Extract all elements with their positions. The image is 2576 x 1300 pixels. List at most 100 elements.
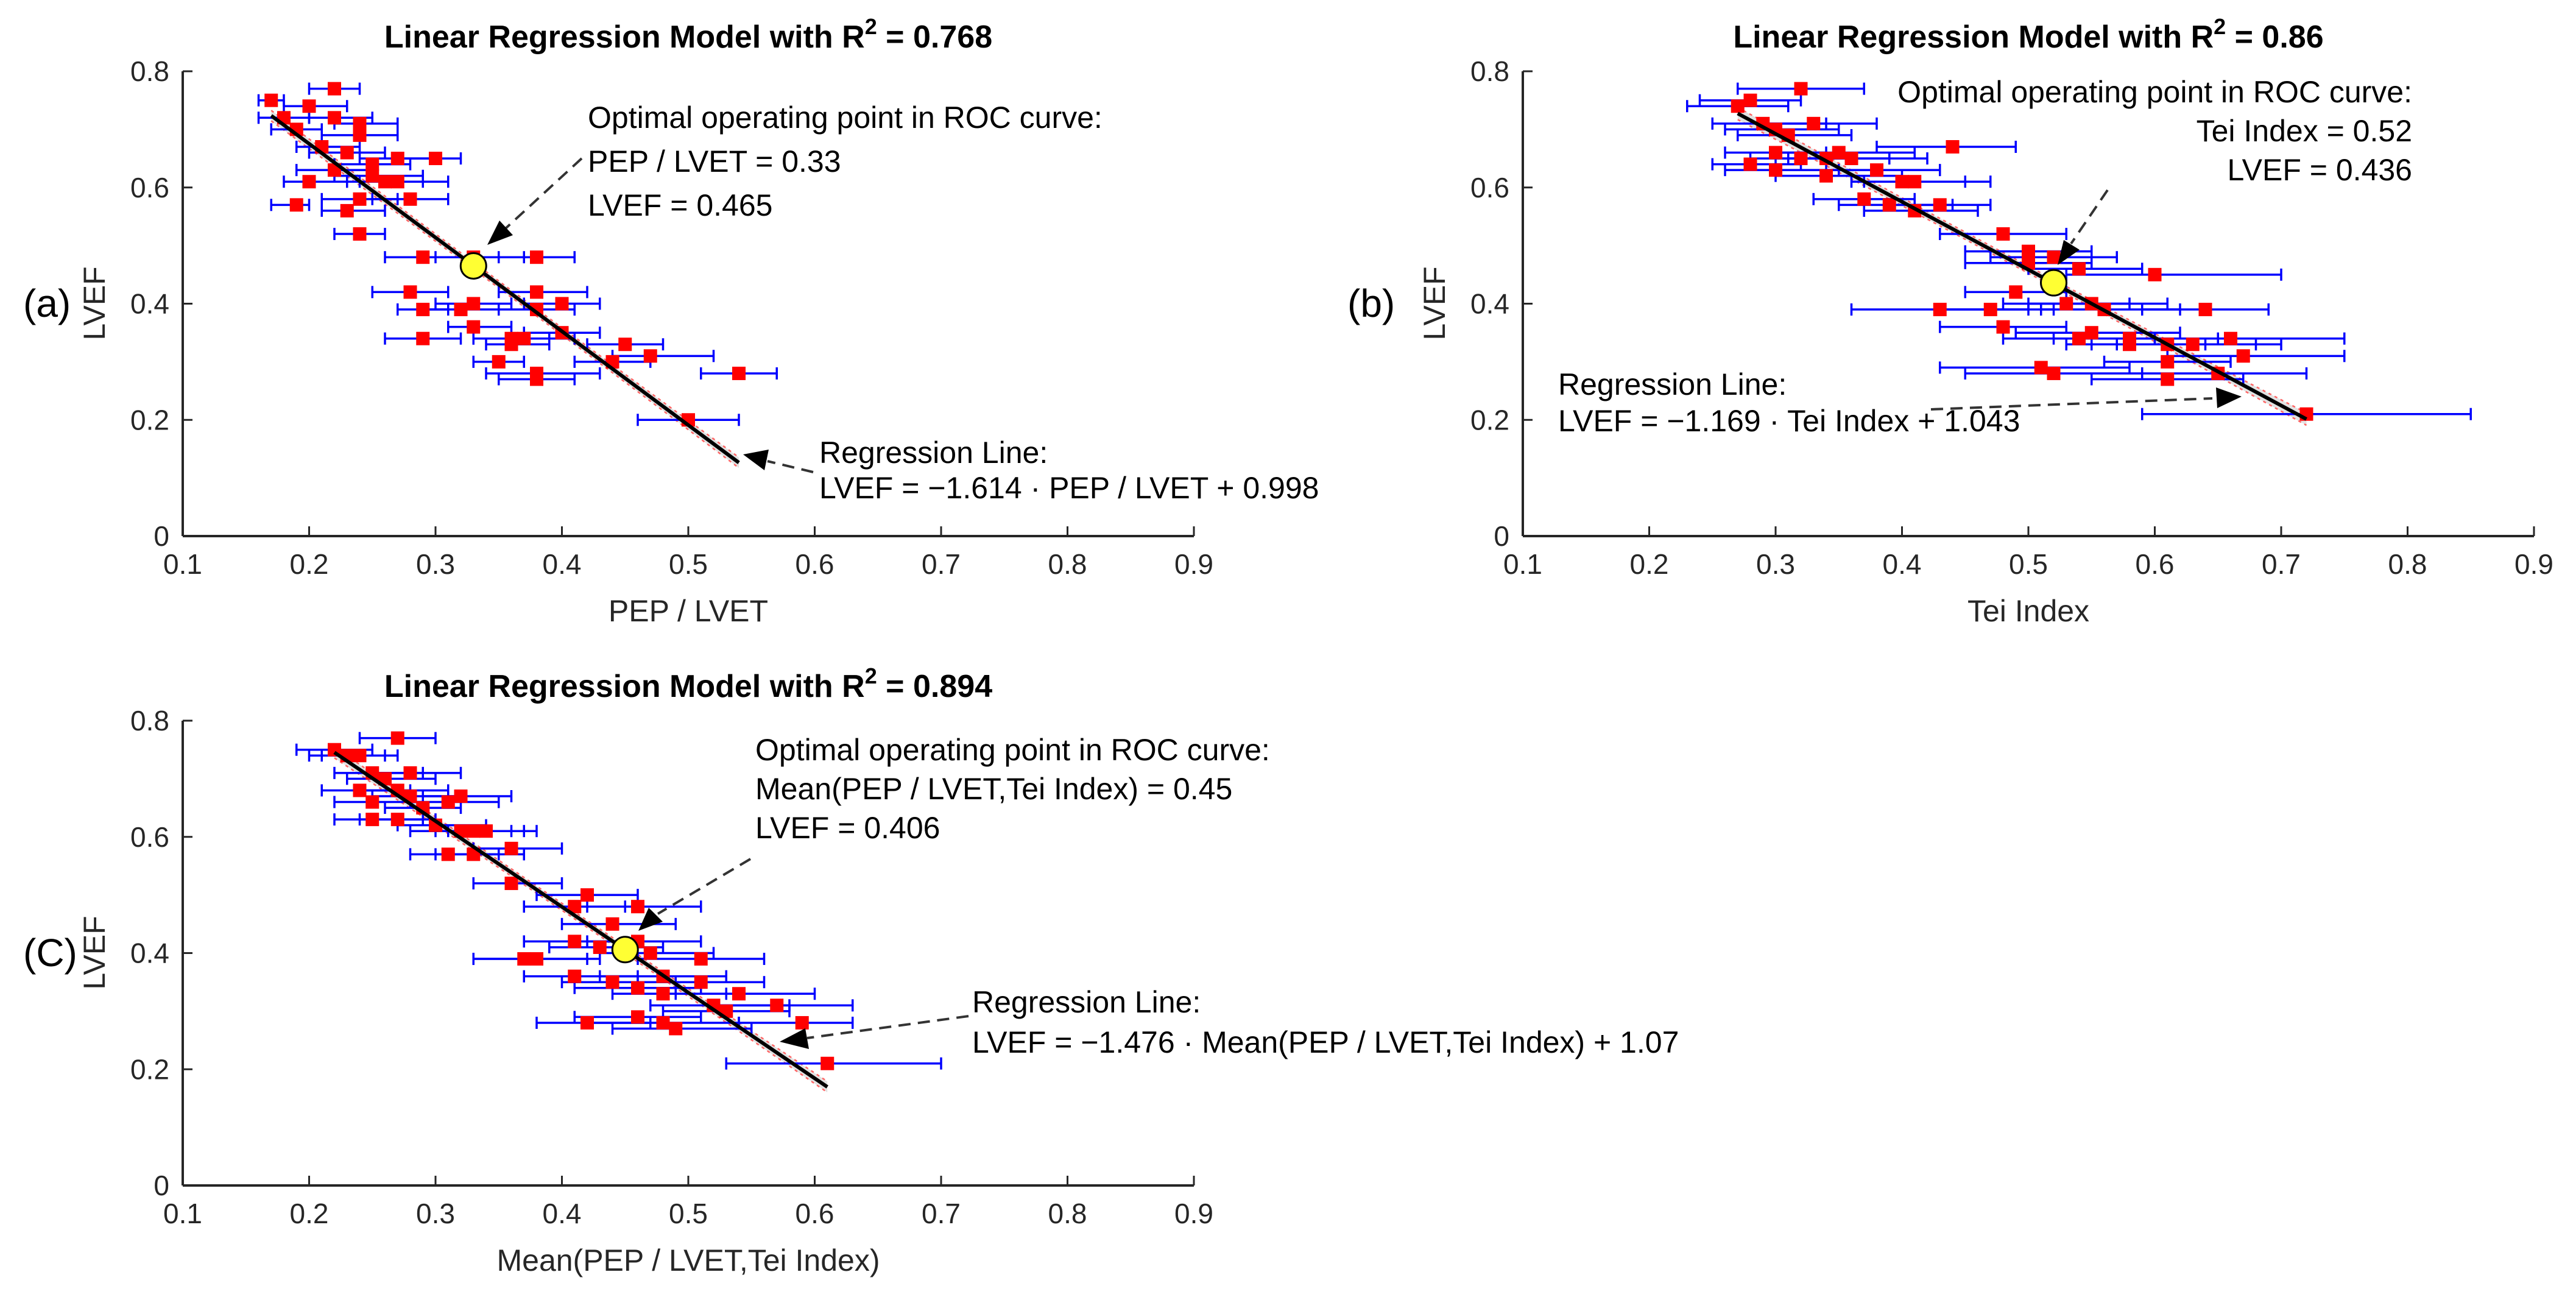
panel-c-regression-leader (806, 1015, 969, 1039)
panel-c-marker (365, 795, 379, 809)
panel-b-optimal-line-1: Optimal operating point in ROC curve: (1897, 75, 2412, 109)
panel-c-ticks (182, 719, 1195, 1187)
panel-c-marker (353, 749, 367, 763)
panel-a-y-tick-labels: 0 0.2 0.4 0.6 0.8 (130, 55, 169, 552)
panel-a-marks (257, 82, 778, 469)
panel-b-marker (2009, 285, 2023, 299)
panel-b-marker (1983, 303, 1997, 317)
panel-b-x-tick-label: 0.5 (2009, 548, 2048, 580)
panel-b-marker (2059, 297, 2073, 311)
panel-b-marker (2072, 262, 2086, 276)
panel-c-x-tick-label: 0.6 (796, 1198, 835, 1229)
panel-c-y-tick-label: 0.2 (130, 1053, 169, 1085)
panel-c-marker (605, 975, 619, 989)
panel-a-y-tick-label: 0.8 (130, 55, 169, 87)
panel-c-y-tick-label: 0.8 (130, 705, 169, 737)
panel-c-marker (568, 934, 582, 949)
panel-b-marker (1819, 169, 1833, 183)
panel-a-marker (390, 175, 404, 189)
panel-b-marker (1908, 175, 1922, 189)
panel-b-regression-annotation: Regression Line: LVEF = −1.169 · Tei Ind… (1558, 367, 2242, 438)
panel-b-marker (2186, 337, 2200, 351)
panel-c-marker (656, 1016, 670, 1030)
panel-b-marker (2047, 250, 2061, 264)
panel-a-marker (289, 198, 303, 212)
panel-c-marker (479, 824, 493, 838)
panel-b-marker (2224, 331, 2237, 345)
panel-b-ticks (1522, 70, 2535, 537)
panel-b-marker (1996, 227, 2010, 241)
panel-a-marker (353, 227, 367, 241)
panel-a-regression-leader (767, 460, 814, 473)
panel-c-marker (593, 940, 607, 954)
panel-c-title: Linear Regression Model with R2 = 0.894 (384, 663, 992, 704)
panel-b-marker (1832, 146, 1846, 160)
panel-c-marker (631, 981, 644, 995)
panel-a-marker (504, 337, 518, 351)
panel-b-marker (1807, 116, 1821, 130)
panel-a-optimal-line-2: PEP / LVET = 0.33 (588, 144, 841, 178)
panel-b-marker (1769, 146, 1782, 160)
panel-b-title: Linear Regression Model with R2 = 0.86 (1733, 14, 2323, 55)
panel-c-marker (605, 917, 619, 931)
panel-a-optimal-point (459, 252, 487, 280)
panel-a-marker (328, 82, 341, 96)
panel-a-x-tick-label: 0.3 (416, 548, 455, 580)
panel-a-regression-line (270, 114, 740, 464)
panel-b-marker (1933, 303, 1947, 317)
panel-c-x-tick-label: 0.1 (163, 1198, 202, 1229)
panel-b-x-tick-labels: 0.1 0.2 0.3 0.4 0.5 0.6 0.7 0.8 0.9 (1503, 548, 2553, 580)
panel-a-marker (353, 116, 367, 130)
panel-c-regression-annotation: Regression Line: LVEF = −1.476 · Mean(PE… (780, 985, 1679, 1059)
panel-c-marker (694, 975, 708, 989)
panel-c-optimal-annotation: Optimal operating point in ROC curve: Me… (638, 733, 1270, 931)
panel-b-marker (1933, 198, 1947, 212)
panel-b-regression-line (1737, 111, 2307, 421)
panel-c-marks (295, 731, 942, 1093)
panel-a-title-value: = 0.768 (877, 19, 992, 55)
panel-c-marker (530, 952, 543, 966)
panel-c-marker (568, 900, 582, 914)
panel-b-x-tick-label: 0.9 (2514, 548, 2553, 580)
panel-b-regression-line-1: Regression Line: (1558, 367, 1787, 401)
panel-a-x-tick-label: 0.2 (290, 548, 329, 580)
panel-a-x-tick-labels: 0.1 0.2 0.3 0.4 0.5 0.6 0.7 0.8 0.9 (163, 548, 1213, 580)
panel-b: 0.1 0.2 0.3 0.4 0.5 0.6 0.7 0.8 0.9 00.20.40.60.… (1347, 14, 2553, 628)
panel-c-regression-line-1: Regression Line: (972, 985, 1201, 1019)
panel-b-marker (1794, 82, 1808, 96)
panel-b-marker (1743, 157, 1757, 171)
panel-c-y-tick-label: 0 (154, 1170, 169, 1201)
panel-c-marker (732, 987, 746, 1001)
panel-a-y-tick-label: 0.4 (130, 288, 169, 320)
panel-b-marker (2072, 331, 2086, 345)
panel-c-x-tick-label: 0.4 (543, 1198, 582, 1229)
panel-a-x-tick-label: 0.6 (796, 548, 835, 580)
panel-c-marker (390, 813, 404, 827)
panel-c-regression-line (333, 751, 828, 1089)
panel-a-marker (302, 175, 316, 189)
panel-a-optimal-annotation: Optimal operating point in ROC curve: PE… (487, 101, 1103, 245)
panel-a-marker (618, 337, 632, 351)
panel-b-marker (2084, 326, 2098, 340)
panel-b-title-value: = 0.86 (2226, 19, 2323, 55)
panel-c-marker (580, 888, 594, 902)
panel-c-marker (390, 731, 404, 745)
panel-a-marker (302, 99, 316, 113)
panel-b-marker (2034, 361, 2048, 375)
panel-c-x-tick-labels: 0.1 0.2 0.3 0.4 0.5 0.6 0.7 0.8 0.9 (163, 1198, 1213, 1229)
panel-a-marker (555, 297, 569, 311)
panel-a-marker (340, 146, 354, 160)
panel-a-marker (467, 320, 481, 334)
panel-b-marker (2198, 303, 2212, 317)
panel-a: 0.1 0.2 0.3 0.4 0.5 0.6 0.7 0.8 0.9 00.20.40.60.… (23, 14, 1319, 628)
panel-c-x-label: Mean(PEP / LVET,Tei Index) (496, 1243, 880, 1277)
panel-b-x-tick-label: 0.8 (2388, 548, 2427, 580)
panel-a-title: Linear Regression Model with R2 = 0.768 (384, 14, 992, 55)
panel-b-y-tick-label: 0.8 (1470, 55, 1509, 87)
panel-c-x-tick-label: 0.9 (1174, 1198, 1213, 1229)
panel-c-optimal-line-2: Mean(PEP / LVET,Tei Index) = 0.45 (755, 772, 1232, 806)
panel-c-marker (454, 789, 468, 803)
panel-b-marker (1996, 320, 2010, 334)
panel-c-marker (770, 998, 784, 1012)
panel-c-marker (378, 772, 392, 786)
